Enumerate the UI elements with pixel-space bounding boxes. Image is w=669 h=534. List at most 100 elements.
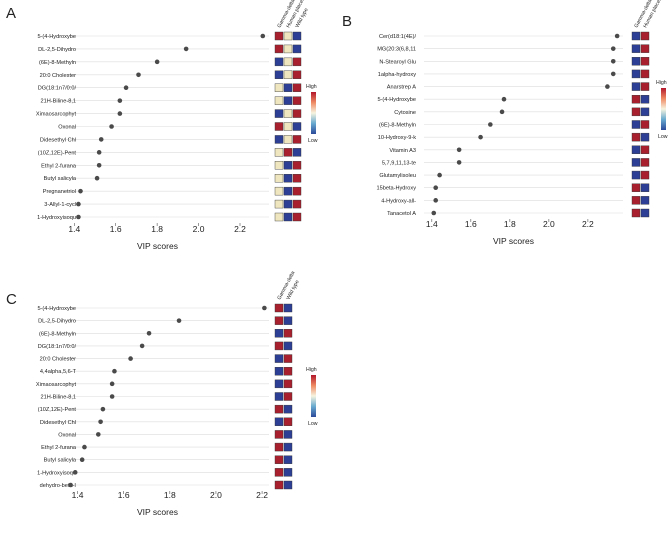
row-label: 3-Allyl-1-cycl — [44, 202, 76, 208]
vip-point — [117, 98, 123, 103]
x-axis-label: VIP scores — [137, 507, 178, 517]
row-label: Butyl salicyla — [44, 458, 77, 464]
vip-point — [100, 406, 106, 412]
row-label: N-Stearoyl Glu — [379, 59, 416, 65]
legend-low-label: Low — [658, 134, 668, 140]
heatmap-cell — [292, 44, 302, 54]
row-label: Didesethyl Chl — [40, 420, 76, 426]
heatmap-cell — [283, 212, 293, 222]
heatmap-cell — [640, 170, 650, 180]
heatmap-cell — [274, 392, 284, 401]
vip-point — [433, 198, 439, 203]
heatmap-cell — [292, 109, 302, 118]
heatmap-cell — [631, 95, 641, 104]
heatmap-cell — [274, 367, 284, 376]
heatmap-cell — [274, 83, 284, 92]
heatmap-cell — [283, 379, 293, 389]
heatmap-cell — [283, 303, 293, 313]
vip-point — [98, 137, 104, 142]
row-label: Tanacetol A — [387, 211, 416, 217]
heatmap-cell — [274, 199, 284, 209]
heatmap-cell — [283, 316, 293, 325]
heatmap-cell — [274, 109, 284, 118]
row-label: 21H-Biline-8,1 — [41, 99, 76, 105]
heatmap-cell — [631, 120, 641, 129]
heatmap-cell — [274, 417, 284, 426]
row-label: (6E)-8-Methyln — [39, 331, 76, 337]
color-scale-bar — [311, 375, 316, 417]
row-label: 5-(4-Hydroxybe — [377, 97, 416, 103]
row-label: (10Z,12E)-Pent — [38, 407, 77, 413]
vip-point — [72, 470, 78, 475]
row-label: 5-(4-Hydroxybe — [37, 34, 76, 40]
heatmap-cell — [640, 132, 650, 142]
vip-point — [96, 150, 102, 155]
legend-low-label: Low — [308, 138, 318, 144]
row-label: Ximaosarcophyt — [36, 382, 77, 388]
row-label: Glutamylisoleu — [379, 173, 416, 179]
row-label: (6E)-8-Methyln — [39, 60, 76, 66]
heatmap-cell — [640, 183, 650, 192]
vip-point — [96, 162, 102, 168]
heatmap-cell — [283, 392, 293, 401]
heatmap-cell — [283, 83, 293, 92]
row-label: 10-Hydroxy-9-k — [378, 135, 416, 141]
row-label: (10Z,12E)-Pent — [38, 150, 77, 156]
heatmap-cell — [283, 430, 293, 439]
vip-point — [154, 59, 160, 65]
heatmap-cell — [640, 208, 650, 218]
heatmap-cell — [274, 341, 284, 351]
row-label: Cer(d18:1(4E)/ — [379, 34, 416, 40]
color-scale-bar — [311, 92, 316, 134]
row-label: 20:0 Cholester — [40, 357, 77, 363]
heatmap-cell — [631, 170, 641, 180]
heatmap-cell — [274, 122, 284, 131]
row-label: Vitamin A3 — [389, 148, 416, 154]
heatmap-cell — [292, 70, 302, 79]
heatmap-cell — [631, 208, 641, 218]
vip-point — [109, 124, 114, 129]
heatmap-cell — [283, 70, 293, 79]
heatmap-cell — [631, 183, 641, 192]
heatmap-cell — [274, 468, 284, 477]
heatmap-cell — [283, 341, 293, 351]
heatmap-cell — [274, 161, 284, 170]
row-label: DL-2,5-Dihydro — [38, 319, 76, 325]
vip-point — [117, 111, 123, 116]
heatmap-cell — [631, 82, 641, 91]
row-label: 4-Hydroxy-all- — [381, 198, 416, 204]
x-tick-label: 1.6 — [465, 219, 477, 229]
vip-point — [610, 71, 616, 77]
row-label: 15beta-Hydroxy — [377, 186, 417, 192]
heatmap-cell — [283, 367, 293, 376]
row-label: DG(18:1n7/0:0/ — [38, 344, 77, 350]
heatmap-cell — [631, 44, 641, 53]
heatmap-cell — [292, 135, 302, 144]
heatmap-cell — [283, 161, 293, 170]
heatmap-cell — [640, 158, 650, 167]
vip-point — [146, 330, 152, 336]
row-label: 20:0 Cholester — [40, 73, 77, 79]
heatmap-cell — [292, 199, 302, 209]
heatmap-cell — [274, 96, 284, 105]
row-label: 1alpha-hydroxy — [378, 72, 416, 78]
panel-label: B — [342, 13, 352, 30]
heatmap-cell — [283, 404, 293, 414]
row-label: DL-2,5-Dihydro — [38, 47, 76, 53]
heatmap-cell — [274, 379, 284, 389]
heatmap-cell — [274, 44, 284, 54]
heatmap-cell — [283, 109, 293, 118]
vip-point — [183, 46, 189, 52]
x-tick-label: 1.8 — [504, 219, 516, 229]
heatmap-cell — [631, 31, 641, 41]
x-tick-label: 2.0 — [193, 224, 205, 234]
heatmap-cell — [283, 135, 293, 144]
heatmap-cell — [292, 174, 302, 183]
x-tick-label: 1.8 — [164, 490, 176, 500]
row-label: 5,7,9,11,13-te — [382, 160, 416, 166]
heatmap-cell — [292, 83, 302, 92]
heatmap-cell — [274, 354, 284, 363]
panel-c: C 5-(4-Hydroxybe DL-2,5-Dihydro (6E)-8-Meth… — [6, 270, 318, 517]
vip-point — [610, 58, 616, 64]
row-label: MG(20:3(6,8,11 — [377, 47, 416, 53]
